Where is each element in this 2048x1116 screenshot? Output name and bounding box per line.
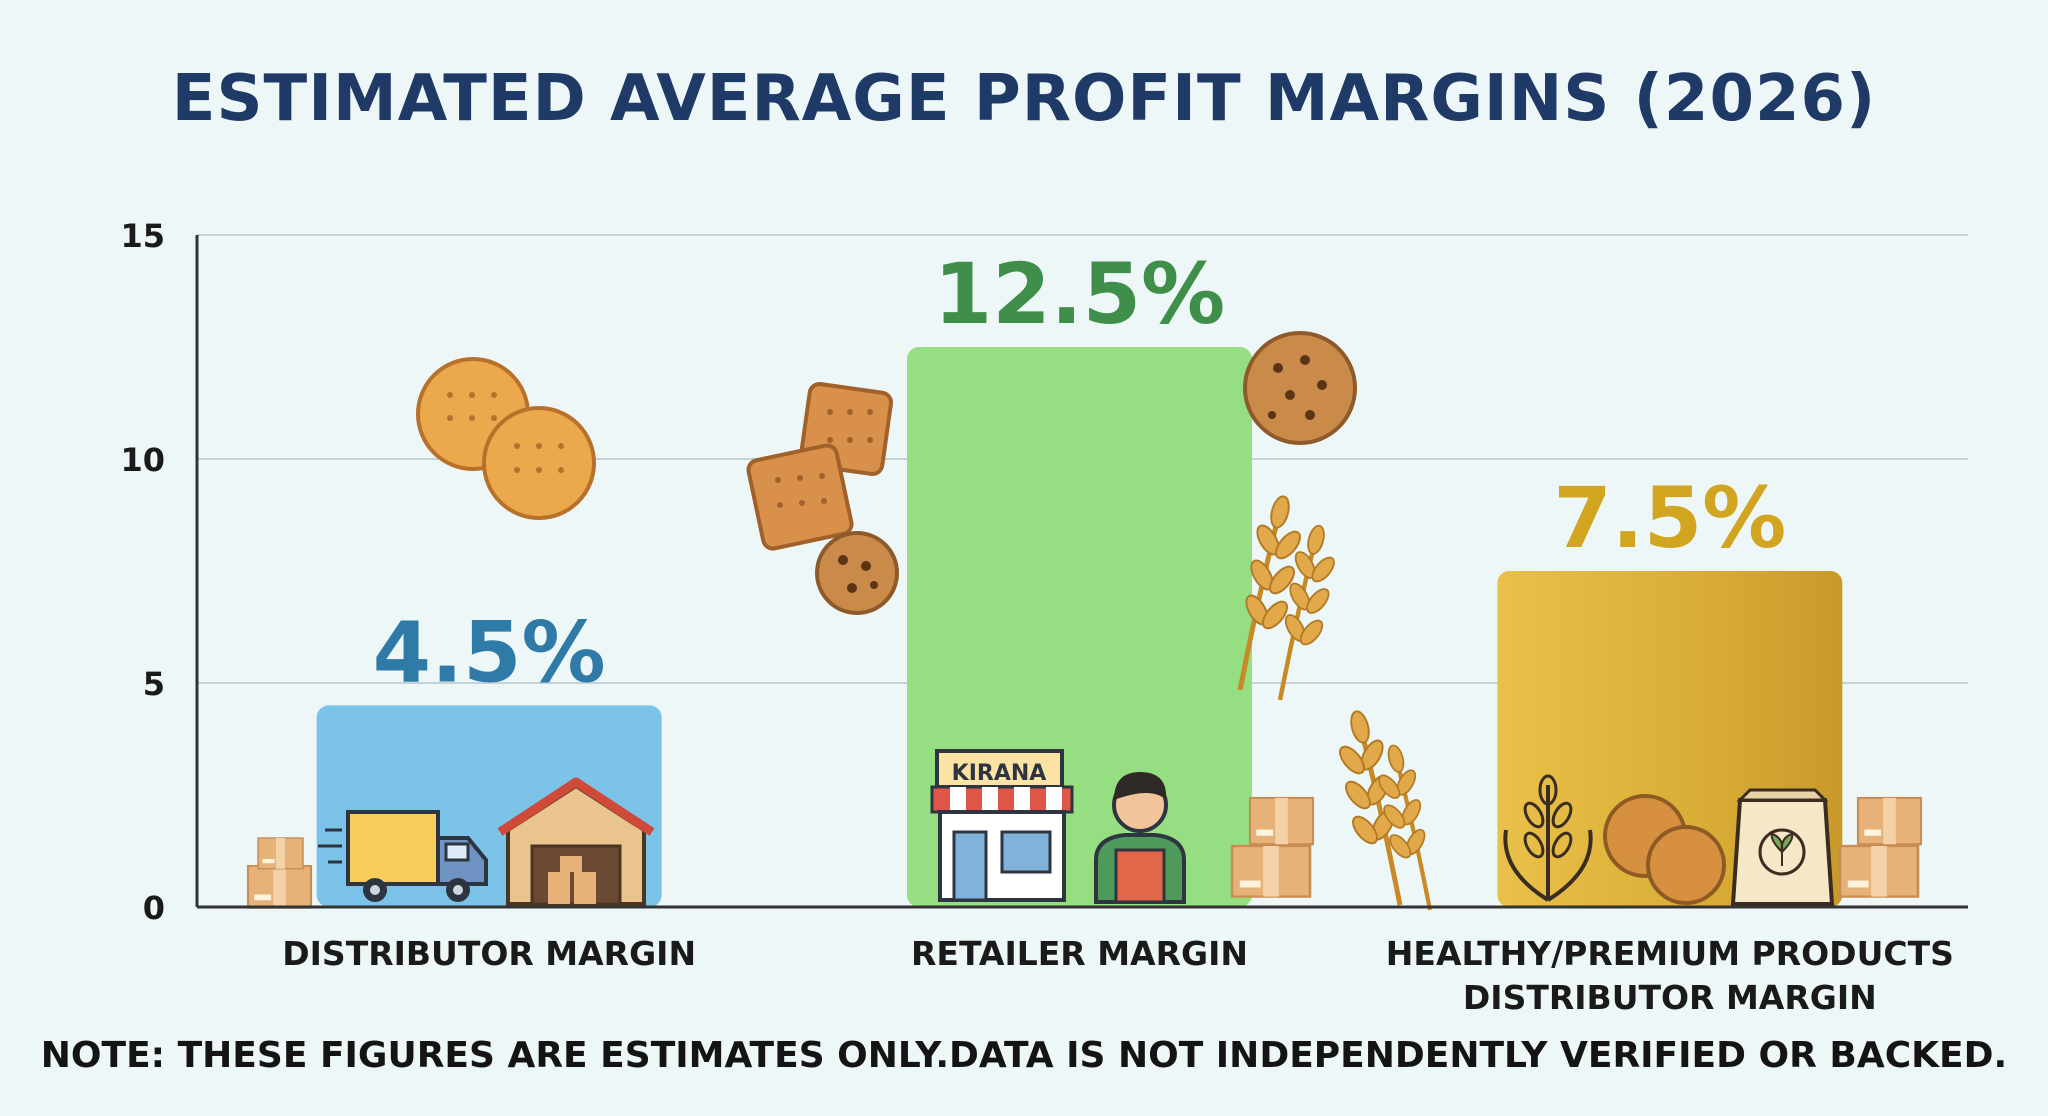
value-label-3: 7.5%: [1553, 469, 1786, 567]
category-label-3: DISTRIBUTOR MARGIN: [1463, 978, 1877, 1017]
delivery-truck-icon: [318, 810, 488, 902]
value-label-1: 4.5%: [373, 603, 606, 701]
warehouse-icon: [497, 777, 655, 906]
kirana-shop-icon: KIRANA: [930, 749, 1074, 902]
cracker-cookie-icon: [416, 357, 596, 520]
footnote: NOTE: THESE FIGURES ARE ESTIMATES ONLY.D…: [40, 1035, 2008, 1076]
y-tick-label: 0: [143, 889, 165, 927]
category-label-2: RETAILER MARGIN: [911, 934, 1248, 973]
grain-badge-icon: [1503, 774, 1593, 902]
chart-title: ESTIMATED AVERAGE PROFIT MARGINS (2026): [171, 62, 1877, 136]
value-label-2: 12.5%: [934, 245, 1225, 343]
shopkeeper-icon: [1094, 772, 1186, 904]
digestive-biscuit-icon: [1603, 794, 1726, 905]
y-tick-label: 15: [120, 217, 165, 255]
food-pouch-icon: [1730, 788, 1835, 906]
square-biscuit-icon: [746, 381, 894, 551]
y-tick-label: 10: [120, 441, 165, 479]
chocolate-chip-cookie-icon: [815, 331, 1357, 615]
shop-sign-text: KIRANA: [952, 761, 1047, 786]
y-tick-label: 5: [143, 665, 165, 703]
category-label-1: DISTRIBUTOR MARGIN: [282, 934, 696, 973]
category-label-3: HEALTHY/PREMIUM PRODUCTS: [1386, 934, 1954, 973]
